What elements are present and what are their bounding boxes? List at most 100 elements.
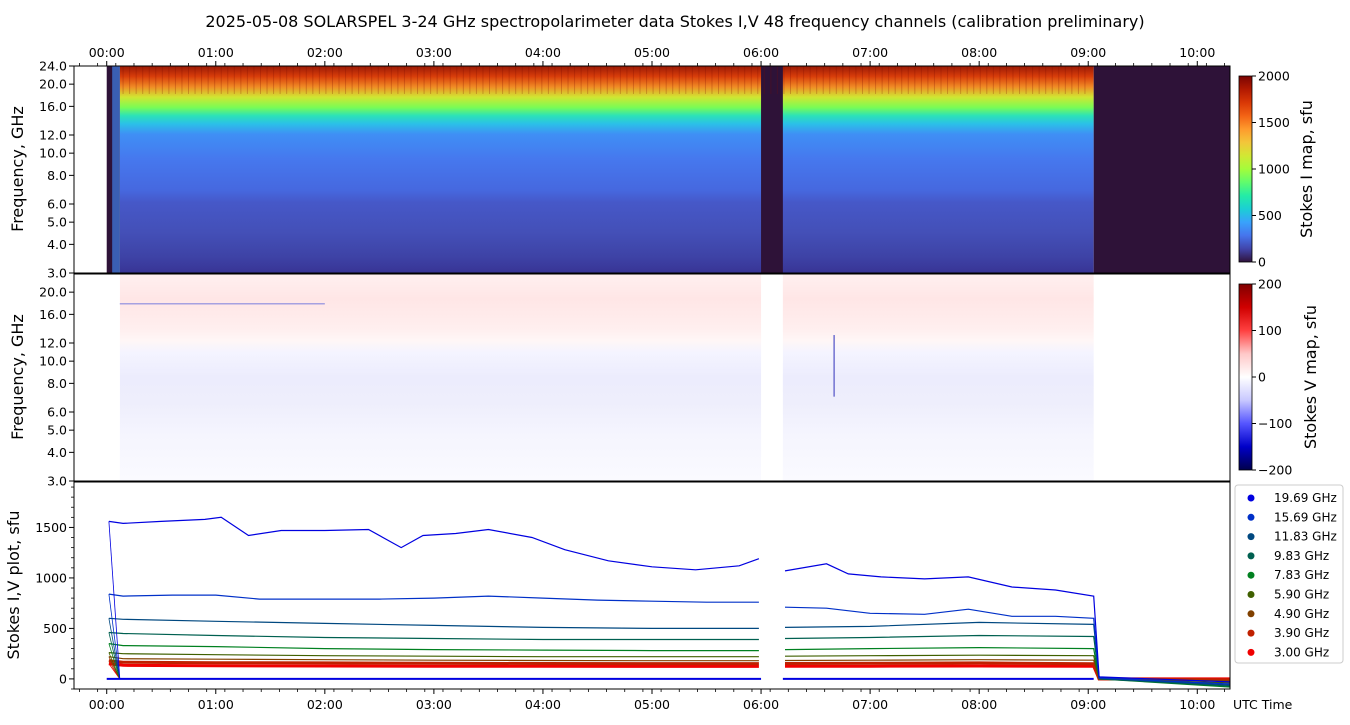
y-tick-label: 5.0: [47, 423, 67, 438]
legend-label: 3.90 GHz: [1274, 626, 1329, 640]
legend-label: 11.83 GHz: [1274, 530, 1337, 544]
series-onset-drop: [108, 618, 121, 679]
colorbar-tick-label: −200: [1258, 463, 1292, 478]
stokes-v-data-gap: [761, 274, 783, 481]
stokes-i-data-gaps: [106, 66, 1230, 273]
legend-label: 19.69 GHz: [1274, 491, 1337, 505]
series-line-15-69-GHz: [108, 593, 759, 603]
series-line-5-90-GHz: [108, 652, 759, 658]
colorbar-tick-label: 1500: [1258, 115, 1290, 130]
bottom-time-tick-label: 09:00: [1070, 697, 1106, 712]
series-line-9-83-GHz: [108, 631, 759, 641]
legend: 19.69 GHz 15.69 GHz 11.83 GHz 9.83 GHz 7.83 …: [1234, 484, 1344, 664]
legend-frame: [1234, 484, 1344, 664]
bottom-time-tick-label: 03:00: [416, 697, 452, 712]
y-tick-label: 10.0: [39, 354, 67, 369]
stokes-i-y-ticks: 3.0 4.0 5.0 6.0 8.0 10.0 12.0 16.0 20.0 24.0: [39, 59, 74, 281]
colorbar-tick-label: 500: [1258, 208, 1282, 223]
top-time-tick-label: 08:00: [961, 45, 997, 60]
legend-marker: [1247, 571, 1255, 579]
top-time-tick-label: 02:00: [307, 45, 343, 60]
top-time-tick-label: 06:00: [743, 45, 779, 60]
y-tick-label: 12.0: [39, 128, 67, 143]
top-time-tick-label: 09:00: [1070, 45, 1106, 60]
colorbar-tick-label: 1000: [1258, 162, 1290, 177]
series-line-11-83-GHz: [108, 617, 759, 629]
chart-title: 2025-05-08 SOLARSPEL 3-24 GHz spectropol…: [205, 12, 1144, 31]
legend-marker: [1247, 629, 1255, 637]
top-time-tick-label: 07:00: [852, 45, 888, 60]
series-onset-drop: [108, 652, 121, 680]
y-tick-label: 16.0: [39, 307, 67, 322]
bottom-time-tick-label: 04:00: [525, 697, 561, 712]
legend-label: 7.83 GHz: [1274, 568, 1329, 582]
legend-items: 19.69 GHz 15.69 GHz 11.83 GHz 9.83 GHz 7.83 …: [1247, 491, 1337, 659]
stokes-i-colorbar-ticks: 0 500 1000 1500 2000: [1252, 69, 1290, 270]
legend-label: 15.69 GHz: [1274, 510, 1337, 524]
legend-marker: [1247, 533, 1255, 541]
bottom-time-tick-label: 05:00: [634, 697, 670, 712]
top-time-tick-label: 01:00: [198, 45, 234, 60]
top-time-tick-label: 04:00: [525, 45, 561, 60]
colorbar-tick-label: 0: [1258, 255, 1266, 270]
y-tick-label: 500: [43, 621, 67, 636]
bottom-time-tick-label: 10:00: [1179, 697, 1215, 712]
stokes-v-map-panel: [74, 274, 1230, 481]
top-time-tick-label: 03:00: [416, 45, 452, 60]
colorbar-tick-label: 100: [1258, 323, 1282, 338]
bottom-time-tick-label: 07:00: [852, 697, 888, 712]
stokes-i-spectrum-fill: [119, 66, 1094, 273]
series-line-19-69-GHz: [784, 563, 1230, 683]
y-tick-label: 8.0: [47, 376, 67, 391]
stokes-iv-y-label: Stokes I,V plot, sfu: [4, 511, 23, 660]
series-onset-drop: [108, 521, 121, 679]
y-tick-label: 6.0: [47, 405, 67, 420]
stokes-i-colorbar: [1238, 75, 1253, 263]
stokes-iv-plot-panel: [74, 482, 1230, 689]
time-axis-label: UTC Time: [1233, 697, 1293, 712]
stokes-i-striations: [122, 66, 1086, 94]
y-tick-label: 6.0: [47, 197, 67, 212]
y-tick-label: 5.0: [47, 215, 67, 230]
y-tick-label: 1500: [35, 520, 67, 535]
stokes-i-onset-column: [112, 66, 120, 273]
legend-marker: [1247, 513, 1255, 521]
y-tick-label: 24.0: [39, 59, 67, 74]
stokes-v-spectrum-fill: [119, 274, 1094, 481]
bottom-time-tick-label: 06:00: [743, 697, 779, 712]
colorbar-tick-label: 0: [1258, 370, 1266, 385]
legend-marker: [1247, 648, 1255, 656]
stokes-v-map-frame: [73, 273, 1231, 482]
stokes-i-data-gap: [761, 66, 783, 273]
y-tick-label: 20.0: [39, 77, 67, 92]
y-tick-label: 4.0: [47, 445, 67, 460]
series-line-3-00-GHz: [108, 662, 759, 668]
top-time-tick-label: 10:00: [1179, 45, 1215, 60]
y-tick-label: 1000: [35, 570, 67, 585]
legend-marker: [1247, 591, 1255, 598]
series-line-3-90-GHz: [108, 659, 759, 666]
stokes-v-onset-gap: [106, 274, 120, 481]
series-line-4-90-GHz: [108, 656, 759, 662]
series-onset-drop: [108, 643, 121, 680]
stokes-v-y-ticks: 3.0 4.0 5.0 6.0 8.0 10.0 12.0 16.0 20.0: [39, 285, 74, 489]
series-line-7-83-GHz: [108, 643, 759, 652]
legend-marker: [1247, 610, 1255, 618]
colorbar-tick-label: 2000: [1258, 69, 1290, 84]
series-onset-drop: [108, 632, 121, 679]
top-time-ticks: 00:00 01:00 02:00 03:00 04:00 05:00 06:00 07:00…: [79, 45, 1225, 66]
bottom-time-tick-label: 01:00: [198, 697, 234, 712]
y-tick-label: 16.0: [39, 99, 67, 114]
y-tick-label: 20.0: [39, 285, 67, 300]
series-onset-drop: [108, 594, 121, 679]
series-line-15-69-GHz: [784, 606, 1230, 685]
stokes-v-features: [106, 274, 835, 481]
stokes-i-map-panel: [74, 66, 1230, 273]
stokes-v-colorbar: [1238, 283, 1253, 471]
y-tick-label: 10.0: [39, 146, 67, 161]
stokes-i-data-gap: [1093, 66, 1230, 273]
stokes-iv-y-ticks: 0 500 1000 1500: [35, 486, 74, 690]
legend-label: 3.00 GHz: [1274, 645, 1329, 659]
series-line-19-69-GHz: [108, 516, 760, 571]
